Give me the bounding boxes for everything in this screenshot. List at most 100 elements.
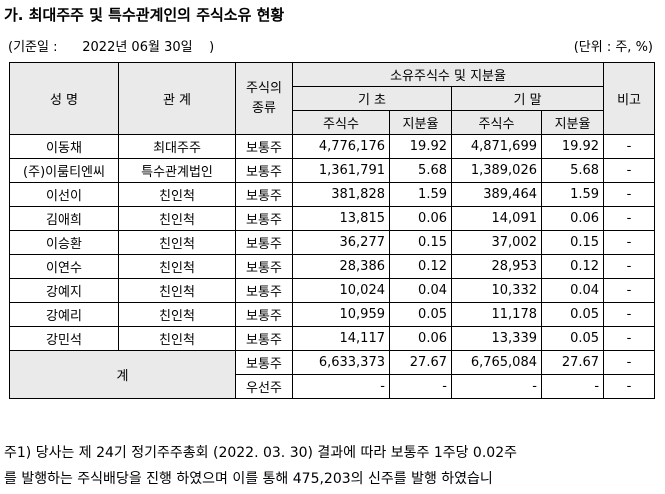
cell-remarks: - <box>603 302 656 327</box>
cell-end-shares: 14,091 <box>451 206 542 231</box>
header-stock-type: 주식의 종류 <box>235 62 293 135</box>
cell-end-shares: 28,953 <box>451 254 542 279</box>
cell-begin-shares: 1,361,791 <box>292 158 390 183</box>
unit-label: (단위 : 주, %) <box>573 40 653 55</box>
cell-end-shares: 1,389,026 <box>451 158 542 183</box>
header-end-shares: 주식수 <box>451 110 542 135</box>
footnote-line: 주1) 당사는 제 24기 정기주주총회 (2022. 03. 30) 결과에 … <box>4 445 517 461</box>
table-row: 이연수 친인척 보통주 28,386 0.12 28,953 0.12- <box>9 254 656 279</box>
cell-begin-ratio: 1.59 <box>389 182 452 207</box>
shareholding-table: 성 명 관 계 주식의 종류 소유주식수 및 지분율 비고 기 초 기 말 주식… <box>9 62 656 399</box>
section-title: 가. 최대주주 및 특수관계인의 주식소유 현황 <box>4 6 285 24</box>
cell-end-shares: 37,002 <box>451 230 542 255</box>
cell-begin-ratio: 27.67 <box>389 350 452 375</box>
cell-name: 강민석 <box>9 326 119 351</box>
cell-relation: 친인척 <box>118 326 236 351</box>
header-remarks: 비고 <box>603 62 656 135</box>
cell-begin-ratio: 19.92 <box>389 134 452 159</box>
table-row: 김애희 친인척 보통주 13,815 0.06 14,091 0.06- <box>9 206 656 231</box>
cell-end-ratio: 5.68 <box>540 158 605 183</box>
cell-stock-type: 보통주 <box>235 350 293 375</box>
cell-end-ratio: 0.05 <box>540 302 605 327</box>
table-row: 이동채 최대주주 보통주 4,776,176 19.92 4,871,699 19.92- <box>9 134 656 159</box>
cell-name: 강예리 <box>9 302 119 327</box>
cell-stock-type: 보통주 <box>235 134 293 159</box>
cell-name: (주)이룸티엔씨 <box>9 158 119 183</box>
cell-stock-type: 보통주 <box>235 302 293 327</box>
table-row: 이선이 친인척 보통주 381,828 1.59 389,464 1.59- <box>9 182 656 207</box>
table-row: (주)이룸티엔씨 특수관계법인 보통주 1,361,791 5.68 1,389,026 5… <box>9 158 656 183</box>
cell-end-shares: 11,178 <box>451 302 542 327</box>
cell-begin-shares: 28,386 <box>292 254 390 279</box>
header-begin-shares: 주식수 <box>292 110 390 135</box>
cell-begin-shares: 4,776,176 <box>292 134 390 159</box>
table-header: 성 명 관 계 주식의 종류 소유주식수 및 지분율 비고 기 초 기 말 주식… <box>9 62 656 135</box>
cell-begin-shares: 10,024 <box>292 278 390 303</box>
cell-end-ratio: 0.04 <box>540 278 605 303</box>
header-relation: 관 계 <box>118 62 236 135</box>
table-total: 계 보통주 6,633,373 27.67 6,765,084 27.67 - … <box>9 350 656 399</box>
cell-begin-shares: 36,277 <box>292 230 390 255</box>
cell-remarks: - <box>603 182 656 207</box>
cell-name: 이선이 <box>9 182 119 207</box>
cell-begin-ratio: 0.05 <box>389 302 452 327</box>
cell-begin-ratio: 0.06 <box>389 326 452 351</box>
cell-name: 이승환 <box>9 230 119 255</box>
cell-stock-type: 보통주 <box>235 254 293 279</box>
cell-begin-shares: 381,828 <box>292 182 390 207</box>
cell-remarks: - <box>603 206 656 231</box>
cell-end-ratio: 0.15 <box>540 230 605 255</box>
header-name: 성 명 <box>9 62 119 135</box>
reference-date: (기준일 : 2022년 06월 30일 ) <box>8 40 215 55</box>
cell-relation: 특수관계법인 <box>118 158 236 183</box>
cell-begin-ratio: - <box>389 374 452 399</box>
header-end-ratio: 지분율 <box>540 110 605 135</box>
cell-remarks: - <box>603 278 656 303</box>
cell-end-shares: 4,871,699 <box>451 134 542 159</box>
cell-name: 강예지 <box>9 278 119 303</box>
header-end: 기 말 <box>450 86 605 111</box>
cell-begin-shares: 13,815 <box>292 206 390 231</box>
cell-begin-shares: 14,117 <box>292 326 390 351</box>
cell-end-ratio: 1.59 <box>540 182 605 207</box>
cell-remarks: - <box>603 230 656 255</box>
cell-begin-shares: 6,633,373 <box>292 350 390 375</box>
footnote: 주1) 당사는 제 24기 정기주주총회 (2022. 03. 30) 결과에 … <box>4 440 664 492</box>
cell-remarks: - <box>603 350 656 375</box>
cell-stock-type: 보통주 <box>235 158 293 183</box>
cell-begin-ratio: 0.04 <box>389 278 452 303</box>
cell-stock-type: 보통주 <box>235 182 293 207</box>
cell-begin-ratio: 0.06 <box>389 206 452 231</box>
cell-remarks: - <box>603 158 656 183</box>
header-begin: 기 초 <box>292 86 452 111</box>
cell-remarks: - <box>603 374 656 399</box>
cell-relation: 최대주주 <box>118 134 236 159</box>
cell-end-ratio: 0.05 <box>540 326 605 351</box>
cell-end-ratio: 27.67 <box>540 350 605 375</box>
cell-remarks: - <box>603 326 656 351</box>
table-row: 강예리 친인척 보통주 10,959 0.05 11,178 0.05- <box>9 302 656 327</box>
cell-stock-type: 보통주 <box>235 326 293 351</box>
cell-stock-type: 보통주 <box>235 206 293 231</box>
cell-name: 이동채 <box>9 134 119 159</box>
cell-remarks: - <box>603 134 656 159</box>
table-body: 이동채 최대주주 보통주 4,776,176 19.92 4,871,699 19.92-(… <box>9 134 656 351</box>
cell-begin-ratio: 5.68 <box>389 158 452 183</box>
cell-relation: 친인척 <box>118 206 236 231</box>
cell-begin-shares: 10,959 <box>292 302 390 327</box>
cell-relation: 친인척 <box>118 182 236 207</box>
cell-end-shares: 389,464 <box>451 182 542 207</box>
cell-relation: 친인척 <box>118 230 236 255</box>
cell-begin-ratio: 0.15 <box>389 230 452 255</box>
table-row: 강예지 친인척 보통주 10,024 0.04 10,332 0.04- <box>9 278 656 303</box>
table-row: 이승환 친인척 보통주 36,277 0.15 37,002 0.15- <box>9 230 656 255</box>
cell-end-ratio: 0.12 <box>540 254 605 279</box>
cell-stock-type: 보통주 <box>235 278 293 303</box>
cell-relation: 친인척 <box>118 302 236 327</box>
cell-name: 이연수 <box>9 254 119 279</box>
total-label: 계 <box>9 350 236 399</box>
total-row-common: 계 보통주 6,633,373 27.67 6,765,084 27.67 - <box>9 350 656 399</box>
cell-end-shares: 6,765,084 <box>451 350 542 375</box>
cell-end-shares: 10,332 <box>451 278 542 303</box>
cell-relation: 친인척 <box>118 254 236 279</box>
